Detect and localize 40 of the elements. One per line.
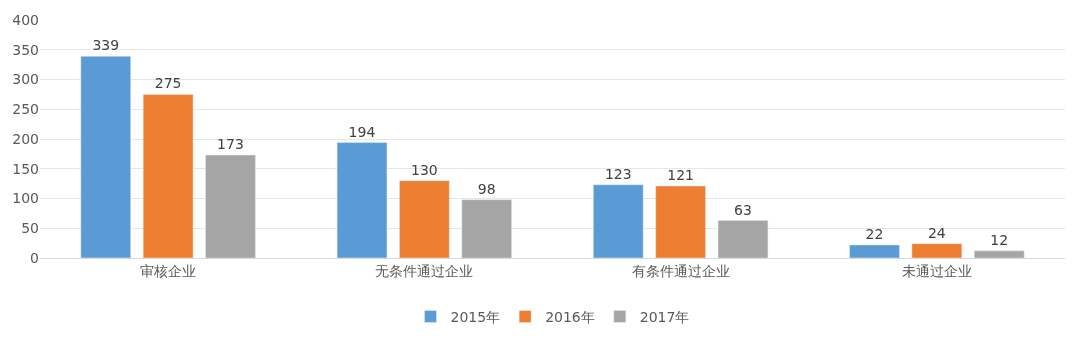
y-tick-label: 0 xyxy=(30,249,39,266)
y-tick-label: 350 xyxy=(12,41,39,58)
y-tick-label: 100 xyxy=(12,190,39,207)
bar xyxy=(142,94,194,258)
bar xyxy=(911,243,963,258)
x-tick-label: 审核企业 xyxy=(140,262,197,279)
data-label: 98 xyxy=(477,180,496,197)
y-tick-label: 300 xyxy=(12,71,39,88)
y-tick-label: 250 xyxy=(12,101,39,118)
data-label: 22 xyxy=(865,225,884,242)
data-label: 24 xyxy=(927,224,946,241)
legend-label: 2015年 xyxy=(450,308,501,325)
data-label: 12 xyxy=(990,231,1009,248)
legend-label: 2017年 xyxy=(639,308,690,325)
x-tick-label: 有条件通过企业 xyxy=(631,262,730,279)
data-label: 123 xyxy=(604,165,632,182)
bar xyxy=(655,185,706,258)
data-label: 130 xyxy=(411,161,438,178)
bar xyxy=(593,184,644,258)
bar xyxy=(974,250,1025,258)
data-label: 275 xyxy=(154,75,182,92)
x-tick-label: 未通过企业 xyxy=(901,262,972,279)
bar xyxy=(849,244,900,258)
data-label: 63 xyxy=(734,201,752,218)
y-tick-label: 400 xyxy=(12,11,39,28)
data-label: 339 xyxy=(92,37,120,54)
bar xyxy=(80,56,131,258)
data-label: 194 xyxy=(348,123,376,140)
bar xyxy=(461,199,512,258)
legend-label: 2016年 xyxy=(545,308,595,325)
bar xyxy=(336,142,388,258)
bar xyxy=(399,180,450,258)
data-label: 173 xyxy=(217,136,244,153)
x-tick-label: 无条件通过企业 xyxy=(375,262,474,279)
bar xyxy=(717,220,769,258)
y-tick-label: 200 xyxy=(12,130,39,147)
data-label: 121 xyxy=(667,167,694,184)
y-tick-label: 150 xyxy=(12,160,39,177)
y-tick-label: 50 xyxy=(21,220,39,237)
bar xyxy=(205,154,256,258)
